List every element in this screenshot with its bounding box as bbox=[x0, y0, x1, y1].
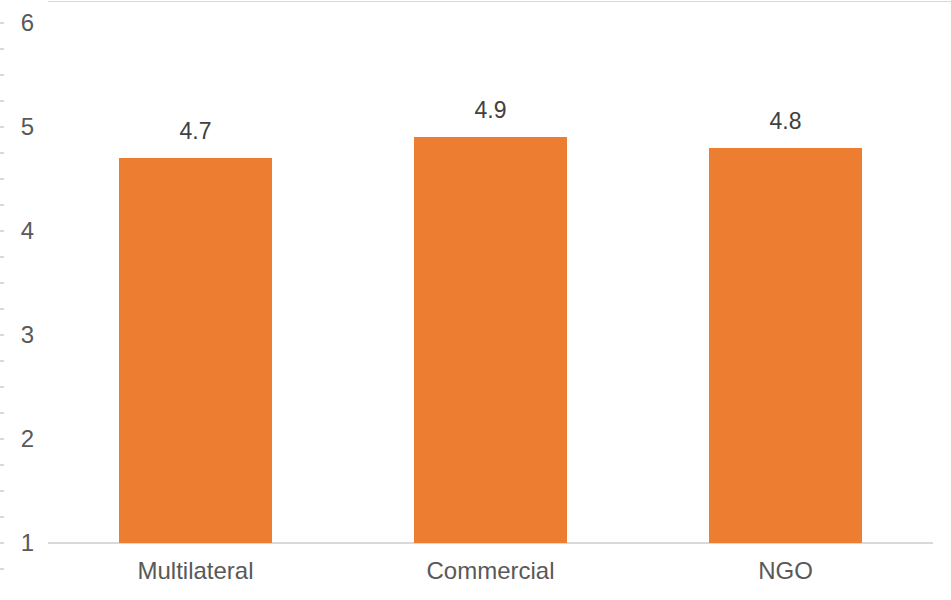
chart-border-top bbox=[48, 1, 951, 2]
bar-data-label: 4.7 bbox=[119, 116, 272, 146]
bar-ngo bbox=[709, 148, 862, 543]
y-axis-minor-tick bbox=[0, 256, 4, 258]
x-axis-category-label: NGO bbox=[638, 556, 933, 586]
y-axis-minor-tick bbox=[0, 464, 4, 466]
x-axis-category-label: Multilateral bbox=[48, 556, 343, 586]
y-axis-tick-label: 2 bbox=[0, 424, 34, 454]
y-axis-minor-tick bbox=[0, 308, 4, 310]
bar-commercial bbox=[414, 137, 567, 543]
y-axis-tick-label: 1 bbox=[0, 528, 34, 558]
y-axis-minor-tick bbox=[0, 412, 4, 414]
y-axis-minor-tick bbox=[0, 334, 4, 336]
y-axis-minor-tick bbox=[0, 386, 4, 388]
y-axis-tick-label: 6 bbox=[0, 8, 34, 38]
y-axis-minor-tick bbox=[0, 152, 4, 154]
y-axis-minor-tick bbox=[0, 126, 4, 128]
y-axis-minor-tick bbox=[0, 178, 4, 180]
y-axis-minor-tick bbox=[0, 230, 4, 232]
y-axis-tick-label: 4 bbox=[0, 216, 34, 246]
y-axis-tick-label: 3 bbox=[0, 320, 34, 350]
y-axis-minor-tick bbox=[0, 438, 4, 440]
bar-chart: 1 2 3 4 5 6 4.7 4.9 4.8 MultilateralCommercialN… bbox=[0, 0, 951, 600]
y-axis-minor-tick bbox=[0, 204, 4, 206]
y-axis-minor-tick bbox=[0, 48, 4, 50]
y-axis-minor-tick bbox=[0, 22, 4, 24]
y-axis-minor-tick bbox=[0, 490, 4, 492]
y-axis-tick-label: 5 bbox=[0, 112, 34, 142]
x-axis-category-label: Commercial bbox=[343, 556, 638, 586]
y-axis-minor-tick bbox=[0, 282, 4, 284]
y-axis-minor-tick bbox=[0, 516, 4, 518]
y-axis-minor-tick bbox=[0, 568, 4, 570]
y-axis-minor-tick bbox=[0, 100, 4, 102]
y-axis-minor-tick bbox=[0, 542, 4, 544]
bar-multilateral bbox=[119, 158, 272, 543]
bar-data-label: 4.8 bbox=[709, 106, 862, 136]
y-axis-minor-tick bbox=[0, 74, 4, 76]
bar-data-label: 4.9 bbox=[414, 95, 567, 125]
y-axis-minor-tick bbox=[0, 360, 4, 362]
